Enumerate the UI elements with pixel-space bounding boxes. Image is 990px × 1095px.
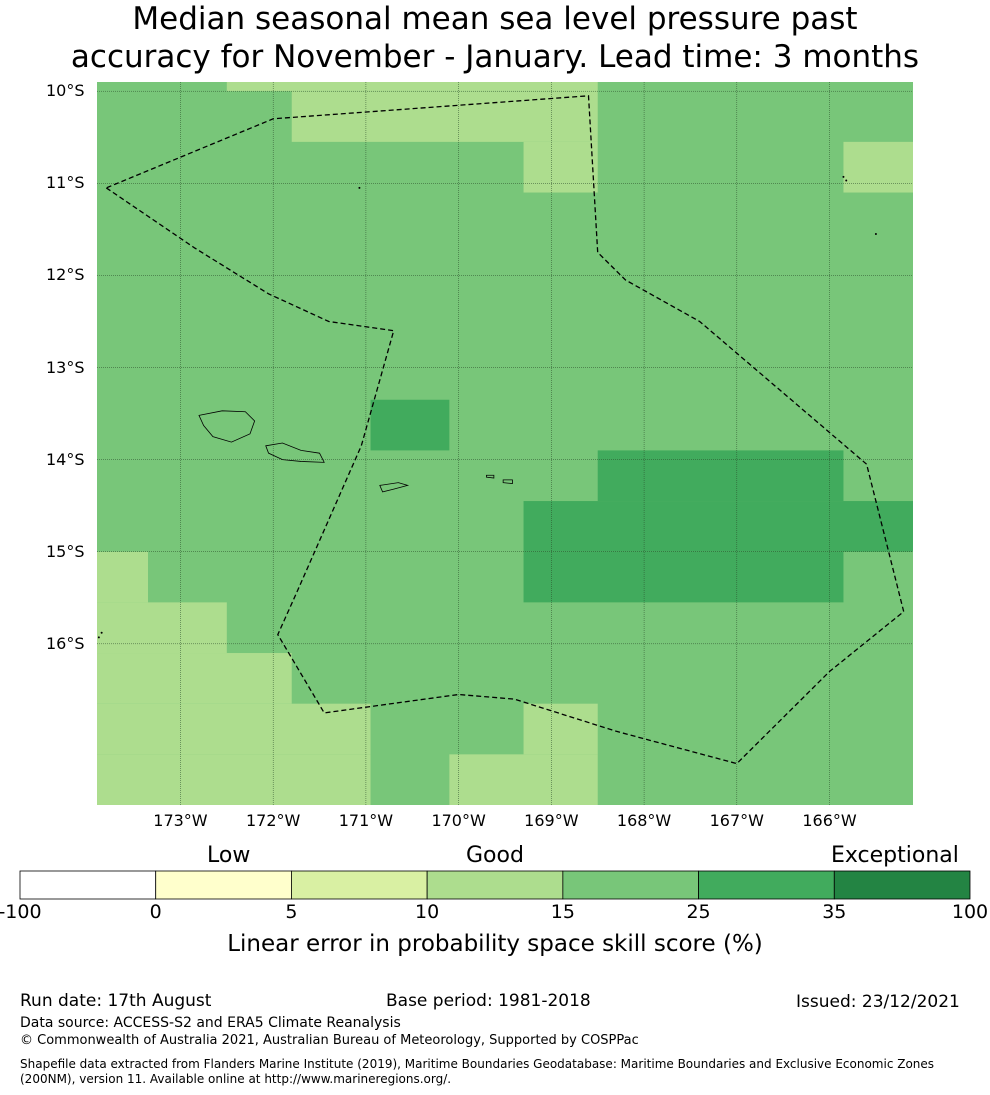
- skill-cell: [523, 703, 598, 755]
- lon-label: 173°W: [153, 811, 208, 830]
- colorbar-tick-label: 35: [822, 901, 847, 923]
- skill-cell: [291, 91, 598, 142]
- colorbar-tick-label: 100: [951, 901, 989, 923]
- colorbar-tick-label: 25: [686, 901, 711, 923]
- skill-cell: [523, 501, 913, 552]
- title-line-1: Median seasonal mean sea level pressure …: [132, 1, 858, 37]
- skill-cell: [523, 551, 844, 603]
- coastlines: [97, 175, 877, 639]
- islet-dot: [358, 186, 361, 189]
- colorbar-tick-label: 5: [285, 901, 298, 923]
- gridlines: [97, 82, 913, 805]
- colorbar: [19, 870, 971, 900]
- lon-label: 168°W: [616, 811, 672, 830]
- skill-cell: [226, 82, 598, 92]
- colorbar-title: Linear error in probability space skill …: [227, 931, 763, 957]
- colorbar-tick-label: 10: [415, 901, 440, 923]
- colorbar-tick-label: 0: [149, 901, 162, 923]
- skill-cell: [97, 754, 371, 805]
- island-outline: [379, 482, 410, 493]
- island-outline: [265, 442, 325, 463]
- lon-label: 167°W: [709, 811, 764, 830]
- island-outline: [486, 474, 495, 479]
- category-low: Low: [207, 843, 251, 868]
- category-exceptional: Exceptional: [831, 843, 959, 868]
- chart-title: Median seasonal mean sea level pressure …: [0, 0, 990, 76]
- title-line-2: accuracy for November - January. Lead ti…: [70, 39, 920, 75]
- lon-label: 170°W: [431, 811, 486, 830]
- shapefile-line-2: (200NM), version 11. Available online at…: [20, 1072, 452, 1086]
- lat-label: 13°S: [46, 357, 85, 377]
- lon-label: 166°W: [802, 811, 857, 830]
- lat-label: 11°S: [46, 173, 85, 193]
- colorbar-segment: [698, 870, 835, 900]
- lat-label: 15°S: [46, 541, 85, 561]
- colorbar-tick-label: 15: [550, 901, 575, 923]
- colorbar-segment: [562, 870, 699, 900]
- islet-dot: [842, 175, 845, 178]
- lat-label: 12°S: [46, 265, 85, 285]
- skill-cell: [97, 703, 371, 755]
- shapefile-credit: Shapefile data extracted from Flanders M…: [20, 1057, 980, 1087]
- issued-date: Issued: 23/12/2021: [796, 992, 960, 1012]
- skill-cells: [97, 82, 913, 805]
- lon-label: 169°W: [524, 811, 579, 830]
- colorbar-segment: [291, 870, 428, 900]
- colorbar-tick-label: -100: [0, 901, 42, 923]
- category-good: Good: [466, 843, 524, 868]
- islet-dot: [874, 232, 877, 235]
- colorbar-segment: [155, 870, 292, 900]
- skill-cell: [370, 399, 450, 451]
- lon-label: 171°W: [338, 811, 394, 830]
- base-period: Base period: 1981-2018: [386, 991, 591, 1011]
- islet-dot: [97, 636, 100, 639]
- islet-dot: [845, 179, 848, 182]
- copyright: © Commonwealth of Australia 2021, Austra…: [20, 1033, 639, 1048]
- lat-label: 10°S: [46, 81, 85, 101]
- lon-label: 172°W: [245, 811, 301, 830]
- run-date: Run date: 17th August: [20, 991, 212, 1011]
- skill-cell: [97, 551, 148, 603]
- colorbar-segment: [426, 870, 564, 900]
- colorbar-segment: [833, 870, 971, 900]
- skill-cell: [449, 754, 598, 805]
- lat-label: 14°S: [46, 449, 85, 469]
- island-outline: [198, 410, 256, 443]
- skill-cell: [597, 450, 844, 502]
- lat-label: 16°S: [46, 633, 85, 653]
- colorbar-segment: [19, 870, 157, 900]
- skill-cell: [97, 602, 227, 654]
- data-source: Data source: ACCESS-S2 and ERA5 Climate …: [20, 1015, 401, 1031]
- islet-dot: [100, 631, 103, 634]
- eez-boundary: [105, 95, 905, 765]
- island-outline: [502, 479, 513, 485]
- skill-cell: [523, 141, 598, 193]
- shapefile-line-1: Shapefile data extracted from Flanders M…: [20, 1057, 935, 1071]
- skill-cell: [843, 141, 913, 193]
- skill-cell: [97, 653, 292, 704]
